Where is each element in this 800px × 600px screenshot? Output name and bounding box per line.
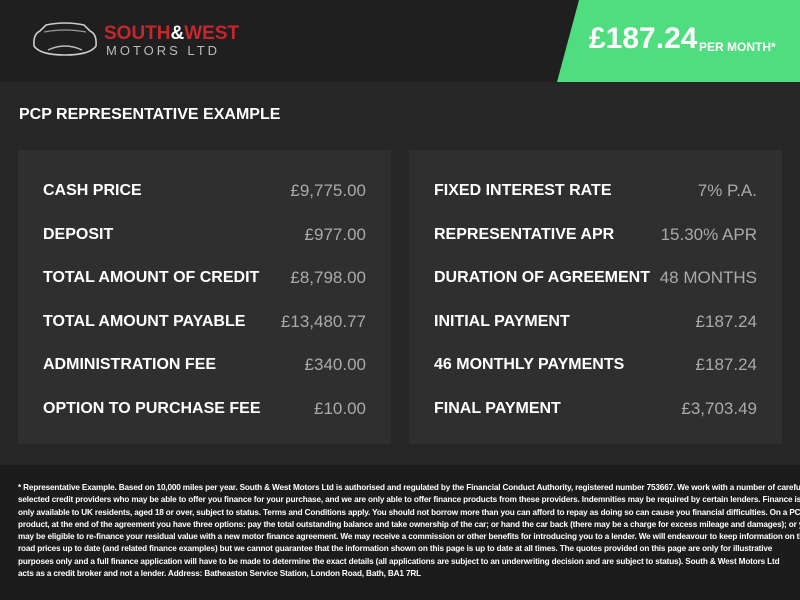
row-label: ADMINISTRATION FEE — [43, 356, 217, 374]
row-label: REPRESENTATIVE APR — [434, 225, 615, 243]
row-value: 48 MONTHS — [659, 268, 757, 288]
footnote-line: road prices up to date (and related fina… — [18, 544, 773, 554]
row-label: FIXED INTEREST RATE — [434, 182, 612, 199]
finance-row: TOTAL AMOUNT PAYABLE £13,480.77 — [43, 310, 366, 334]
row-value: £977.00 — [304, 224, 366, 244]
finance-row: OPTION TO PURCHASE FEE £10.00 — [43, 397, 366, 421]
finance-row: DEPOSIT £977.00 — [43, 223, 366, 247]
row-value: 15.30% APR — [660, 224, 757, 244]
row-label: TOTAL AMOUNT PAYABLE — [43, 312, 246, 330]
row-value: £340.00 — [304, 355, 366, 375]
row-label: DURATION OF AGREEMENT — [434, 269, 650, 287]
per-month-label: PER MONTH* — [699, 40, 776, 54]
footnote-line: acts as a credit broker and not a lender… — [18, 569, 421, 579]
logo-subtitle: MOTORS LTD — [106, 43, 221, 58]
finance-row: FINAL PAYMENT £3,703.49 — [434, 397, 757, 421]
row-label: OPTION TO PURCHASE FEE — [43, 400, 261, 417]
footnote-line: may be eligible to re-finance your resid… — [18, 532, 800, 542]
section-title: PCP REPRESENTATIVE EXAMPLE — [19, 106, 281, 123]
car-icon — [33, 22, 97, 56]
row-label: FINAL PAYMENT — [434, 400, 561, 417]
row-value: £187.24 — [695, 355, 757, 375]
row-label: TOTAL AMOUNT OF CREDIT — [43, 269, 260, 287]
header: SOUTH&WEST MOTORS LTD £187.24 PER MONTH* — [0, 0, 800, 82]
row-value: £9,775.00 — [290, 181, 366, 200]
monthly-price-box: £187.24 PER MONTH* — [557, 0, 800, 82]
row-value: 7% P.A. — [697, 181, 757, 200]
logo[interactable]: SOUTH&WEST MOTORS LTD — [30, 20, 250, 62]
row-label: 46 MONTHLY PAYMENTS — [434, 356, 625, 374]
monthly-price: £187.24 — [589, 22, 698, 55]
finance-row: INITIAL PAYMENT £187.24 — [434, 310, 757, 334]
row-value: £13,480.77 — [280, 311, 366, 331]
row-label: CASH PRICE — [43, 182, 142, 199]
logo-name: SOUTH&WEST — [104, 23, 240, 44]
finance-row: CASH PRICE £9,775.00 — [43, 179, 366, 203]
row-value: £3,703.49 — [681, 399, 757, 418]
footnote-line: selected credit providers who may be abl… — [18, 495, 800, 505]
footnote-line: purposes only and a full finance applica… — [18, 556, 780, 566]
finance-row: DURATION OF AGREEMENT 48 MONTHS — [434, 266, 757, 290]
row-value: £10.00 — [314, 399, 366, 418]
footnote-section: * Representative Example. Based on 10,00… — [0, 465, 800, 600]
finance-panel-right: FIXED INTEREST RATE 7% P.A. REPRESENTATIVE… — [409, 150, 782, 444]
finance-row: TOTAL AMOUNT OF CREDIT £8,798.00 — [43, 266, 366, 290]
footnote: * Representative Example. Based on 10,00… — [18, 482, 800, 580]
row-value: £187.24 — [695, 311, 757, 331]
footnote-line: product, at the end of the agreement you… — [18, 519, 800, 529]
row-label: INITIAL PAYMENT — [434, 312, 570, 330]
row-value: £8,798.00 — [290, 268, 366, 288]
finance-row: FIXED INTEREST RATE 7% P.A. — [434, 179, 757, 203]
finance-row: REPRESENTATIVE APR 15.30% APR — [434, 223, 757, 247]
finance-row: ADMINISTRATION FEE £340.00 — [43, 353, 366, 377]
footnote-line: only available to UK residents, aged 18 … — [18, 507, 800, 517]
footnote-line: * Representative Example. Based on 10,00… — [18, 483, 800, 492]
row-label: DEPOSIT — [43, 225, 114, 243]
finance-row: 46 MONTHLY PAYMENTS £187.24 — [434, 353, 757, 377]
finance-panel-left: CASH PRICE £9,775.00 DEPOSIT £977.00 TOTAL A… — [18, 150, 391, 444]
